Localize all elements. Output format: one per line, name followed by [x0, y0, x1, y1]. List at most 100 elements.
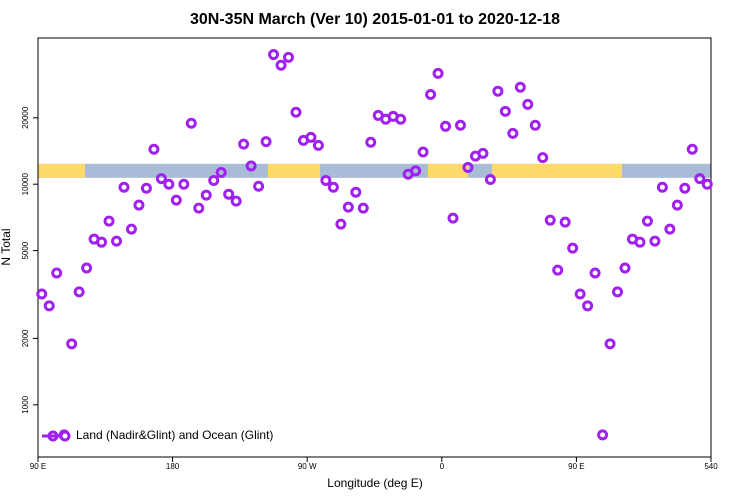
legend-marker [47, 430, 59, 442]
point [275, 59, 287, 71]
point [612, 286, 624, 298]
point [641, 215, 653, 227]
point [111, 235, 123, 247]
point [320, 174, 332, 186]
point [544, 214, 556, 226]
point [155, 173, 167, 185]
point [66, 338, 78, 350]
point [290, 106, 302, 118]
point [567, 242, 579, 254]
point [462, 162, 474, 174]
point [686, 143, 698, 155]
point [268, 49, 280, 61]
plot-frame [37, 37, 712, 458]
point [193, 202, 205, 214]
point [125, 223, 137, 235]
point [649, 235, 661, 247]
x-tick-label: 90 E [30, 462, 46, 471]
point [36, 288, 48, 300]
point [238, 138, 250, 150]
y-tick-label: 20000 [21, 106, 30, 129]
point [342, 201, 354, 213]
point [73, 286, 85, 298]
point [477, 147, 489, 159]
y-axis-label: N Total [0, 228, 13, 265]
point [559, 216, 571, 228]
point [656, 181, 668, 193]
point [447, 212, 459, 224]
point [133, 199, 145, 211]
x-tick-label: 90 W [298, 462, 317, 471]
legend-label: Land (Nadir&Glint) and Ocean (Glint) [76, 428, 273, 442]
point [537, 152, 549, 164]
point [223, 188, 235, 200]
point [410, 165, 422, 177]
point [499, 105, 511, 117]
point [43, 300, 55, 312]
y-tick-label: 10000 [21, 173, 30, 196]
point [253, 180, 265, 192]
point [454, 119, 466, 131]
x-tick-label: 540 [704, 462, 718, 471]
land-strip [268, 163, 321, 178]
legend-marker [59, 430, 71, 442]
point [522, 98, 534, 110]
point [103, 215, 115, 227]
point [357, 202, 369, 214]
point [365, 136, 377, 148]
point [514, 81, 526, 93]
point [350, 186, 362, 198]
point [170, 194, 182, 206]
point [597, 429, 609, 441]
point [507, 127, 519, 139]
point [604, 338, 616, 350]
point [185, 117, 197, 129]
point [425, 89, 437, 101]
point [417, 146, 429, 158]
point [574, 288, 586, 300]
point [335, 218, 347, 230]
y-tick-label: 2000 [21, 329, 30, 347]
point [312, 139, 324, 151]
point [589, 267, 601, 279]
point [200, 189, 212, 201]
point [260, 136, 272, 148]
point [552, 264, 564, 276]
y-tick-label: 5000 [21, 241, 30, 259]
point [619, 262, 631, 274]
point [178, 178, 190, 190]
point [671, 199, 683, 211]
point [432, 67, 444, 79]
point [679, 182, 691, 194]
x-tick-label: 0 [440, 462, 445, 471]
point [245, 160, 257, 172]
point [163, 178, 175, 190]
y-tick-label: 1000 [21, 395, 30, 413]
land-strip [428, 163, 468, 178]
point [582, 300, 594, 312]
point [96, 236, 108, 248]
point [208, 174, 220, 186]
point [327, 181, 339, 193]
point [664, 223, 676, 235]
land-strip [492, 163, 623, 178]
point [230, 195, 242, 207]
point [81, 262, 93, 274]
x-tick-label: 90 E [568, 462, 584, 471]
point [484, 174, 496, 186]
point [215, 166, 227, 178]
point [529, 119, 541, 131]
point [395, 113, 407, 125]
point [118, 181, 130, 193]
point [492, 85, 504, 97]
land-strip [38, 163, 85, 178]
point [634, 236, 646, 248]
point [51, 267, 63, 279]
point [140, 182, 152, 194]
x-tick-label: 180 [166, 462, 180, 471]
x-axis-label: Longitude (deg E) [327, 476, 422, 490]
chart-title: 30N-35N March (Ver 10) 2015-01-01 to 202… [190, 11, 560, 28]
point [283, 51, 295, 63]
point [148, 143, 160, 155]
